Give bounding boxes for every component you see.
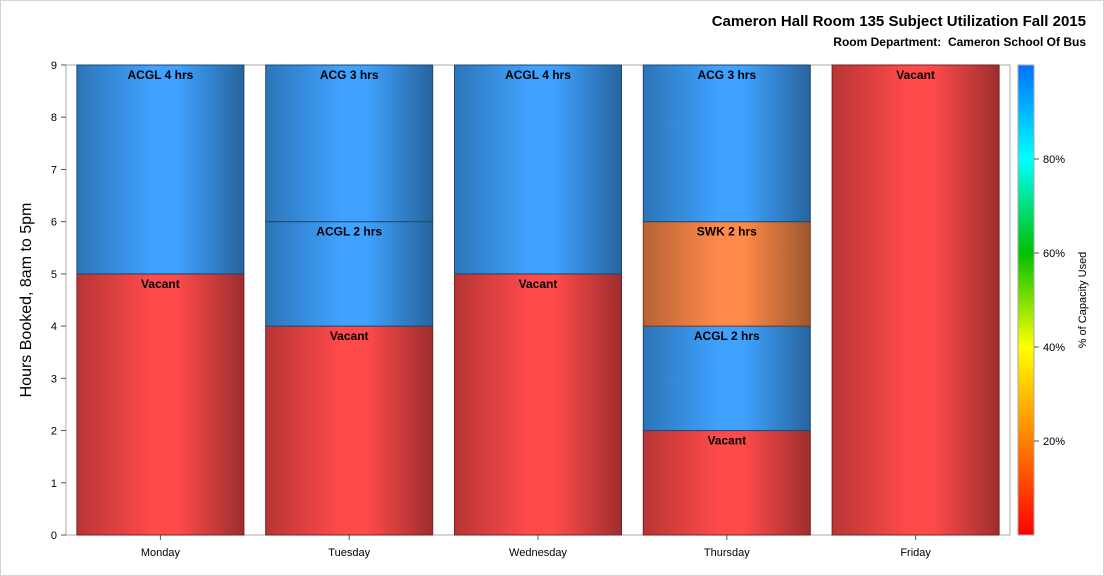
y-tick-label: 1 (51, 478, 57, 490)
bar-segment-label: ACGL 4 hrs (505, 68, 571, 82)
bar-segment-thursday-1 (642, 325, 811, 432)
bar-segment-tuesday-0 (265, 325, 434, 536)
y-tick-label: 6 (51, 217, 57, 229)
colorbar-tick-label: 60% (1043, 248, 1065, 260)
bar-segment-label: ACG 3 hrs (320, 68, 379, 82)
colorbar-tick-label: 20% (1043, 436, 1065, 448)
bar-segment-friday-0 (831, 64, 1000, 536)
colorbar-label: % of Capacity Used (1077, 252, 1089, 349)
chart-title: Cameron Hall Room 135 Subject Utilizatio… (711, 13, 1086, 30)
x-tick-label: Thursday (704, 547, 750, 559)
bar-segment-tuesday-1 (265, 221, 434, 327)
y-tick-label: 3 (51, 373, 57, 385)
bar-segment-label: Vacant (896, 68, 935, 82)
bar-segment-label: ACGL 2 hrs (694, 329, 760, 343)
colorbar-gradient (1017, 64, 1035, 536)
y-tick-label: 4 (51, 321, 57, 333)
x-tick-label: Friday (900, 547, 931, 559)
x-tick-label: Monday (141, 547, 181, 559)
x-tick-label: Wednesday (509, 547, 567, 559)
y-tick-label: 2 (51, 426, 57, 438)
bar-segment-label: Vacant (330, 329, 369, 343)
bar-segment-label: ACGL 2 hrs (316, 225, 382, 239)
y-tick-label: 0 (51, 530, 57, 542)
colorbar-tick-label: 40% (1043, 342, 1065, 354)
bar-segment-label: ACGL 4 hrs (128, 68, 194, 82)
bar-segment-wednesday-0 (454, 273, 622, 536)
colorbar-tick-label: 80% (1043, 154, 1065, 166)
bar-segment-label: Vacant (519, 277, 558, 291)
bar-segment-label: ACG 3 hrs (697, 68, 756, 82)
bar-segment-thursday-2 (642, 221, 811, 327)
bar-segment-monday-1 (76, 64, 245, 275)
y-axis: 0 1 2 3 4 5 6 7 8 9 (51, 60, 66, 542)
bar-segment-thursday-0 (642, 430, 811, 536)
bars-group: Vacant ACGL 4 hrs Vacant ACGL 2 hrs ACG 3 hr… (76, 64, 1000, 536)
bar-segment-wednesday-1 (454, 64, 622, 275)
bar-segment-label: Vacant (707, 434, 746, 448)
bar-segment-thursday-3 (642, 64, 811, 223)
x-axis: Monday Tuesday Wednesday Thursday Friday (141, 535, 931, 559)
y-tick-label: 5 (51, 269, 57, 281)
bar-segment-monday-0 (76, 273, 245, 536)
x-tick-label: Tuesday (328, 547, 370, 559)
y-tick-label: 7 (51, 164, 57, 176)
bar-segment-tuesday-2 (265, 64, 434, 223)
y-axis-label: Hours Booked, 8am to 5pm (18, 203, 35, 398)
bar-segment-label: Vacant (141, 277, 180, 291)
bar-segment-label: SWK 2 hrs (697, 225, 757, 239)
y-tick-label: 9 (51, 60, 57, 72)
colorbar: 20% 40% 60% 80% (1017, 64, 1065, 536)
chart-subtitle: Room Department: Cameron School Of Bus (833, 35, 1086, 49)
y-tick-label: 8 (51, 112, 57, 124)
